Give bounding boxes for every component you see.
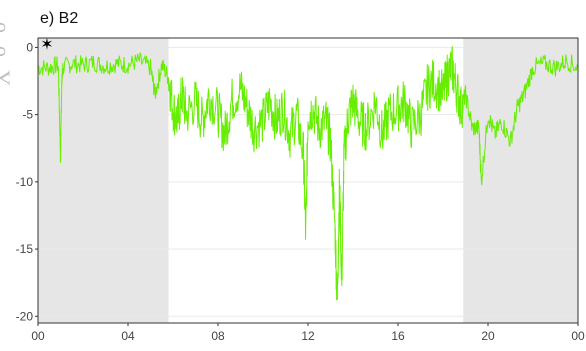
shaded-intervals xyxy=(38,38,578,323)
series-line xyxy=(37,45,579,301)
y-tick-label: -15 xyxy=(16,242,34,256)
series xyxy=(37,45,579,301)
y-tick-label: -10 xyxy=(16,175,34,189)
y-tick-label: 0 xyxy=(26,40,33,54)
x-tick-label: 08 xyxy=(211,329,225,343)
star-marker-icon: ✶ xyxy=(40,34,53,53)
shaded-interval xyxy=(38,38,169,323)
x-tick-label: 00 xyxy=(571,329,585,343)
x-tick-label: 04 xyxy=(121,329,135,343)
shaded-interval xyxy=(463,38,578,323)
x-tick-label: 00 xyxy=(31,329,45,343)
marker: ✶ xyxy=(40,34,53,53)
plot-frame xyxy=(37,37,579,324)
panel-title: e) B2 xyxy=(40,10,79,27)
x-tick-label: 20 xyxy=(481,329,495,343)
x-tick-label: 12 xyxy=(301,329,315,343)
x-tick-label: 16 xyxy=(391,329,405,343)
axes: 0 -5 -10 -15 -20 00 04 08 12 16 20 00 xyxy=(16,37,585,343)
y-tick-label: -20 xyxy=(16,309,34,323)
y-tick-label: -5 xyxy=(22,108,33,122)
grid xyxy=(38,46,578,317)
